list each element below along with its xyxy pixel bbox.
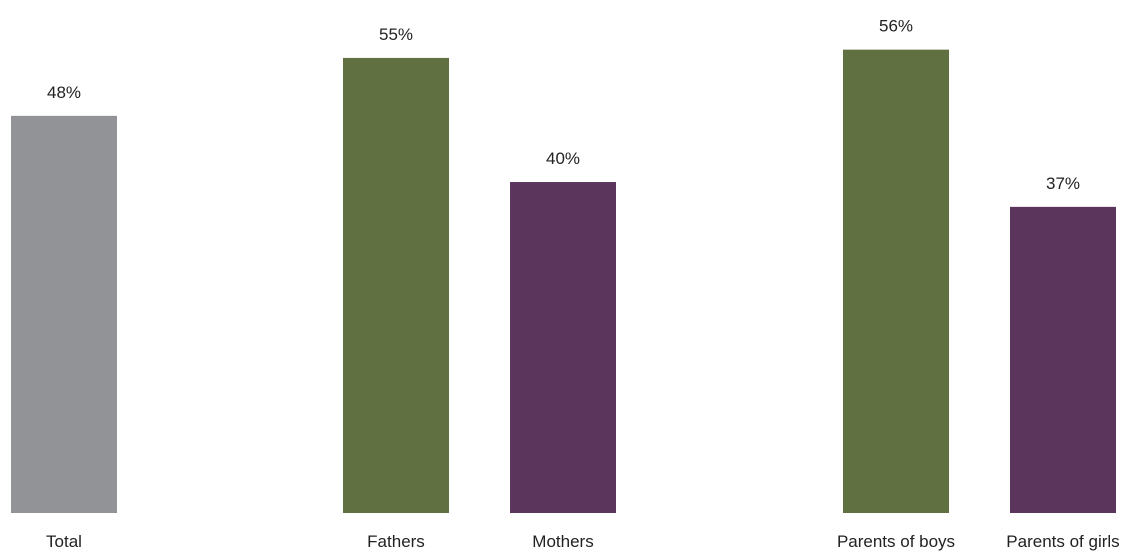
category-label-mothers: Mothers bbox=[532, 532, 593, 551]
data-label-parents-of-boys: 56% bbox=[879, 17, 913, 36]
data-label-fathers: 55% bbox=[379, 25, 413, 44]
category-label-parents-of-boys: Parents of boys bbox=[837, 532, 955, 551]
bar-mothers bbox=[510, 182, 616, 513]
category-label-fathers: Fathers bbox=[367, 532, 425, 551]
category-label-parents-of-girls: Parents of girls bbox=[1006, 532, 1119, 551]
data-label-parents-of-girls: 37% bbox=[1046, 174, 1080, 193]
bar-parents-of-girls bbox=[1010, 206, 1116, 513]
category-label-total: Total bbox=[46, 532, 82, 551]
bar-total bbox=[11, 115, 117, 513]
data-label-mothers: 40% bbox=[546, 149, 580, 168]
bar-parents-of-boys bbox=[843, 49, 949, 513]
bar-fathers bbox=[343, 57, 449, 514]
data-label-total: 48% bbox=[47, 83, 81, 102]
